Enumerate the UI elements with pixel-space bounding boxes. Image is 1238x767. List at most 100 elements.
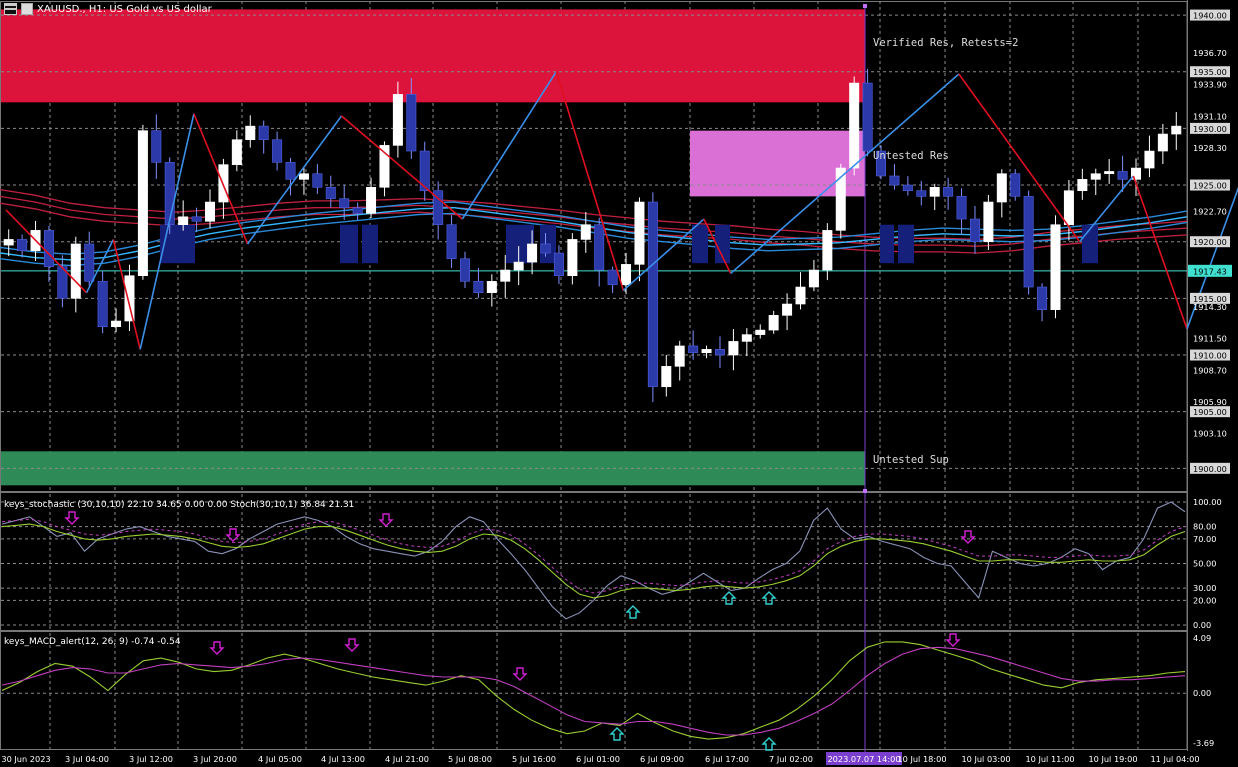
candle [97,271,108,334]
candle [1104,159,1115,184]
price-axis-label: 1940.00 [1193,11,1227,21]
price-label-box [1190,406,1230,418]
stoch-level-label: 30.00 [1193,583,1216,593]
candle-body [902,184,913,192]
candle-body [862,82,873,152]
price-axis-label: 1936.70 [1193,48,1227,58]
time-axis-label: 3 Jul 12:00 [129,754,173,764]
candle [111,308,122,333]
candle-body [446,224,457,259]
candle [607,266,618,294]
stoch-dotted-line [1,518,1186,594]
candle [808,259,819,292]
candle-body [540,243,551,254]
candle-body [1050,224,1061,310]
price-label-box [1190,349,1230,361]
candle [379,141,390,197]
candle [245,115,256,148]
candle [594,217,605,287]
candle-body [245,125,256,141]
price-axis-label: 1933.90 [1193,80,1227,90]
candle-body [701,349,712,354]
candle [902,176,913,196]
candle [916,180,927,206]
zigzag-segment [193,113,249,245]
macd-sell-arrow-icon [512,667,528,681]
time-axis-label: 30 Jun 2023 [1,754,50,764]
candle-body [258,125,269,141]
candle [969,205,980,254]
volume-block [692,224,708,264]
candle [285,157,296,196]
candle [258,120,269,154]
candle-body [647,201,658,388]
macd-buy-arrow-icon [761,737,777,751]
candle-body [1090,173,1101,180]
time-axis-label: 10 Jul 03:00 [961,754,1010,764]
price-axis-label: 1915.00 [1193,294,1227,304]
candle-body [178,216,189,226]
candle-body [795,286,806,305]
zigzag-segment [112,239,141,350]
candle [500,254,511,298]
candle-body [621,264,632,286]
candle [513,246,524,286]
candle-body [379,145,390,188]
price-label-box [1190,236,1230,248]
candle [84,231,95,286]
candle-body [191,216,202,222]
candle [1157,123,1168,165]
macd-main-line [1,641,1186,740]
candle [768,310,779,334]
zone-label-untested-res: Untested Res [873,150,949,162]
candle-body [339,198,350,209]
candle [1037,283,1048,322]
candle [272,131,283,171]
candle-body [57,266,68,299]
time-axis-label: 10 Jul 11:00 [1025,754,1074,764]
zigzag-segment [1132,175,1188,330]
candle [1063,179,1074,241]
candle [473,267,484,298]
time-axis-label: 4 Jul 21:00 [385,754,429,764]
chart-window-icon[interactable] [21,3,33,15]
candle [446,215,457,269]
candle-body [782,303,793,316]
macd-level-label: -3.69 [1193,738,1214,748]
current-price-box [1188,264,1232,277]
candle-body [1077,179,1088,192]
symbol-list-icon[interactable] [4,3,17,15]
candle-body [459,258,470,282]
price-label-box [1190,122,1230,134]
time-axis-label: 7 Jul 02:00 [769,754,813,764]
chart-title-text: XAUUSD., H1: US Gold vs US dollar [37,3,212,15]
ma-red-line-0 [0,202,1188,254]
candle-body [473,281,484,293]
stoch-buy-arrow-icon [761,591,777,605]
time-axis-label: 6 Jul 01:00 [576,754,620,764]
candle-body [3,239,14,246]
candle [795,272,806,310]
candle-body [513,261,524,271]
candle-body [43,230,54,267]
stoch-level-label: 100.00 [1193,497,1222,507]
candle [782,293,793,331]
candle-body [822,230,833,271]
candle-body [231,139,242,165]
candle-body [352,207,363,214]
macd-title: keys_MACD_alert(12, 26, 9) -0.74 -0.54 [4,637,181,647]
candle [1077,168,1088,200]
price-axis-label: 1930.00 [1193,124,1227,134]
candle-body [433,190,444,226]
sr-zone-0 [1,9,865,103]
candle-body [983,201,994,243]
candle-body [272,139,283,163]
zone-edge-marker [863,4,867,8]
candle [406,77,417,159]
candle [996,169,1007,218]
stoch-level-label: 20.00 [1193,595,1216,605]
time-axis-label: 5 Jul 16:00 [512,754,556,764]
candle-body [661,366,672,388]
stoch-sell-arrow-icon [378,513,394,527]
